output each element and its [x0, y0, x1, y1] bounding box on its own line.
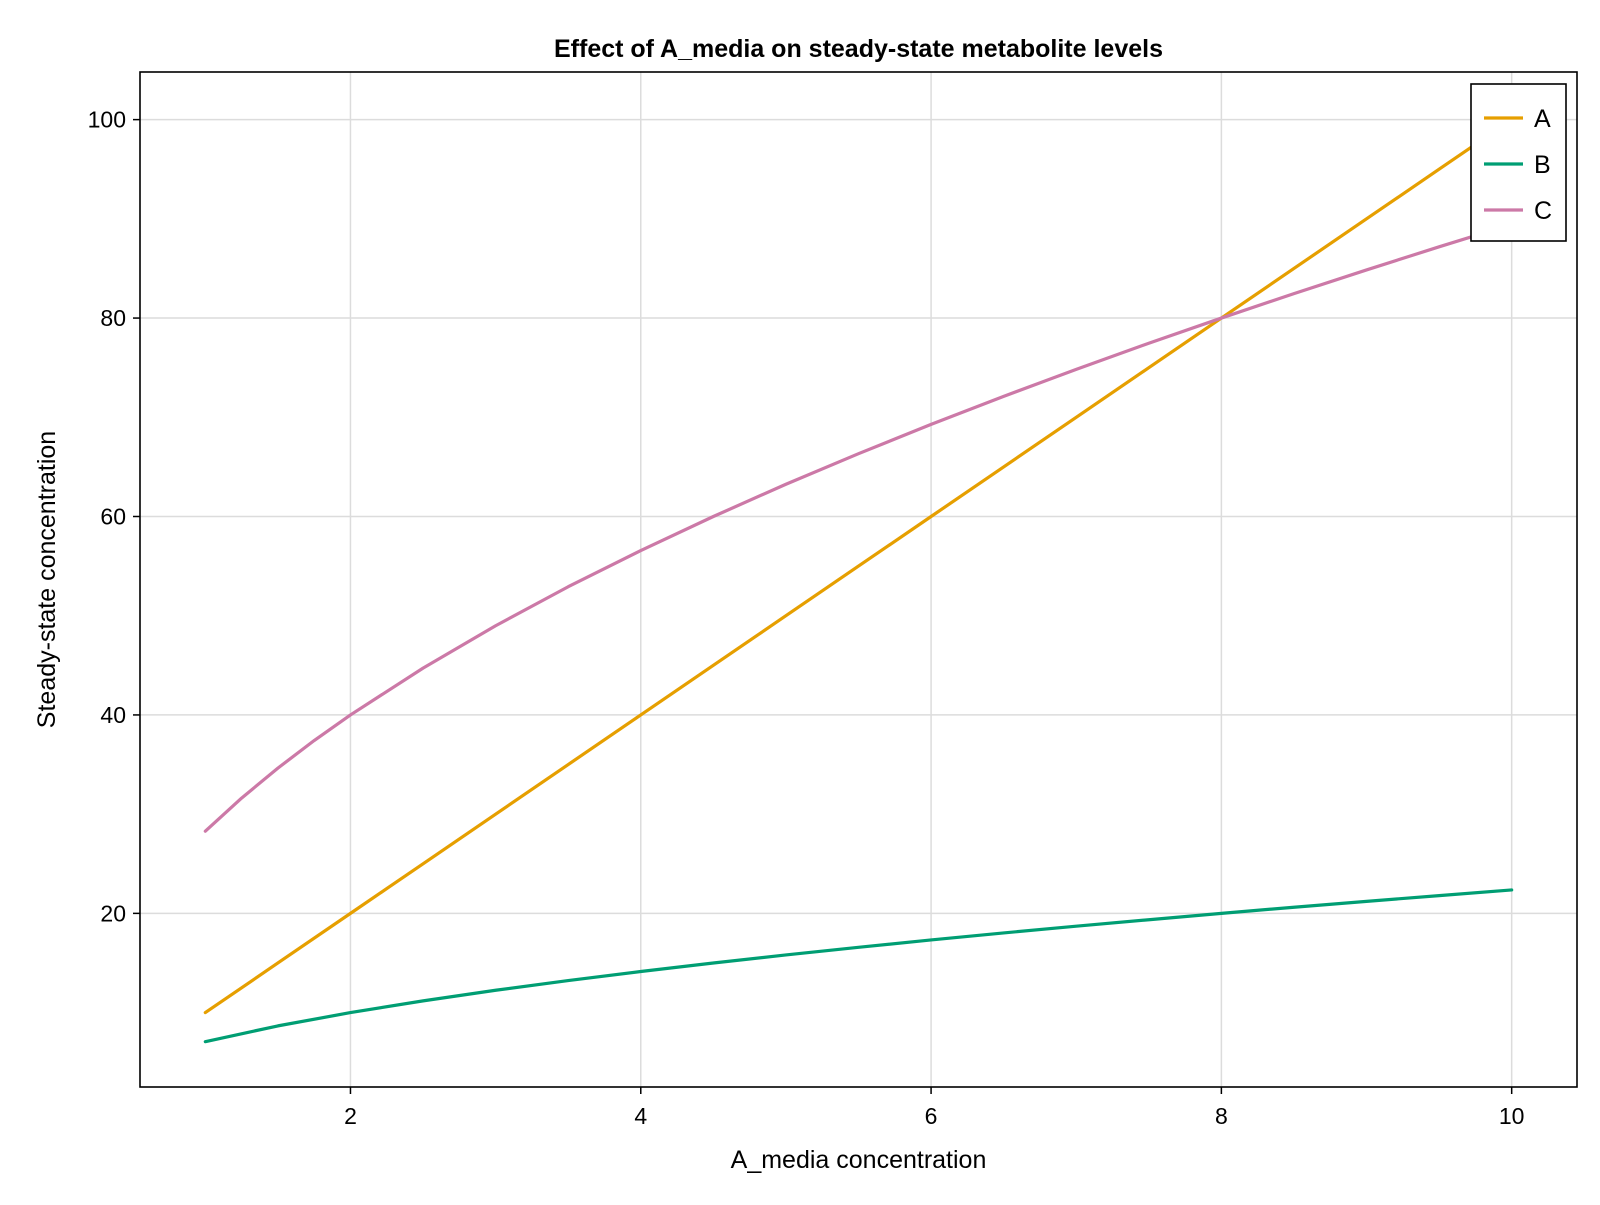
x-tick-label: 8 [1215, 1103, 1228, 1129]
y-tick-label: 80 [100, 305, 126, 331]
legend-label-a: A [1534, 105, 1551, 133]
chart-title: Effect of A_media on steady-state metabo… [554, 35, 1163, 63]
legend-label-c: C [1534, 197, 1552, 225]
series-line-b [203, 888, 1514, 1044]
y-tick-label: 20 [100, 900, 126, 926]
x-axis-label: A_media concentration [731, 1146, 987, 1174]
grid-layer [140, 72, 1577, 1087]
series-line-a [203, 118, 1514, 1015]
tick-layer: 2 4 6 8 10 20 40 60 80 100 [88, 107, 1525, 1129]
y-tick-label: 100 [88, 107, 126, 133]
y-axis-label: Steady-state concentration [33, 431, 61, 728]
legend: ABC [1470, 83, 1567, 242]
series-layer [203, 118, 1514, 1044]
series-line-c [203, 222, 1514, 833]
x-tick-label: 10 [1499, 1103, 1525, 1129]
x-tick-label: 4 [634, 1103, 647, 1129]
x-tick-label: 2 [344, 1103, 357, 1129]
plot-frame [139, 71, 1578, 1088]
legend-label-b: B [1534, 151, 1551, 179]
y-tick-label: 60 [100, 503, 126, 529]
y-tick-label: 40 [100, 702, 126, 728]
x-tick-label: 6 [925, 1103, 938, 1129]
